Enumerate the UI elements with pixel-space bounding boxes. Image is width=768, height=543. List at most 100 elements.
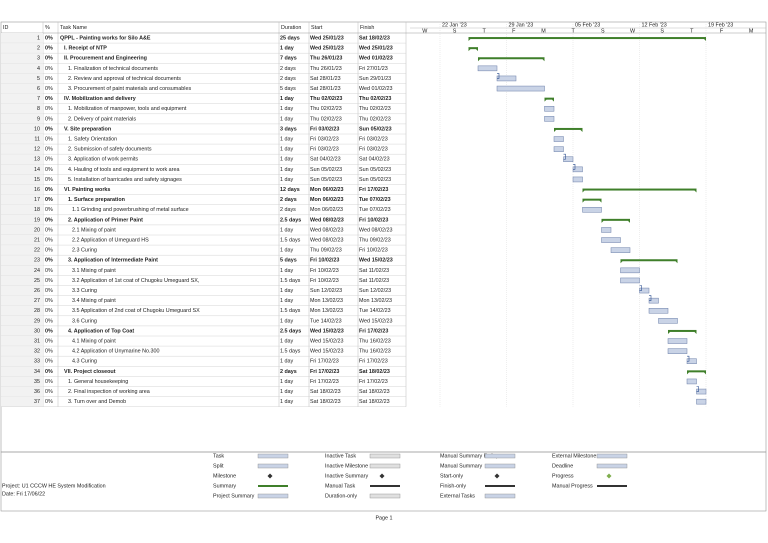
column-header: Task Name [60,25,87,31]
week-label: 19 Feb '23 [708,22,733,28]
task-bar [601,227,612,233]
task-finish: Sat 18/02/23 [359,35,390,41]
task-bar [553,136,564,142]
task-name: 1. Safety Orientation [68,136,117,142]
dependency-link [687,355,690,362]
task-id: 32 [34,349,40,355]
day-label: F [720,28,724,34]
task-start: Wed 25/01/23 [310,35,344,41]
project-name: Project: U1 CCCW HE System Modification [2,483,106,489]
task-name: II. Procurement and Engineering [64,56,147,62]
id-cell [1,103,43,114]
id-cell [1,295,43,306]
task-start: Wed 15/02/23 [310,328,344,334]
summary-cap [468,47,478,52]
task-start: Fri 10/02/23 [310,268,339,274]
task-percent: 0% [45,177,53,183]
task-percent: 0% [45,157,53,163]
task-finish: Fri 03/02/23 [359,136,388,142]
legend-symbol [257,463,289,469]
day-label: M [541,28,546,34]
project-date: Date: Fri 17/06/22 [2,491,45,497]
task-finish: Fri 17/02/23 [359,359,388,365]
task-duration: 5 days [280,86,296,92]
dependency-link [563,153,566,160]
id-cell [1,113,43,124]
id-cell [1,245,43,256]
task-start: Fri 17/02/23 [310,369,339,375]
task-bar [667,338,688,344]
column-header: % [45,25,50,31]
task-id: 34 [34,369,40,375]
task-finish: Fri 10/02/23 [359,248,388,254]
task-duration: 2.5 days [280,328,301,334]
legend-symbol [484,453,516,459]
task-duration: 1 day [280,157,293,163]
task-finish: Tue 07/02/23 [359,207,391,213]
task-id: 4 [37,66,40,72]
task-name: 2. Final inspection of working area [68,389,150,395]
task-finish: Sun 05/02/23 [359,167,391,173]
legend-symbol [597,485,627,487]
task-finish: Fri 17/02/23 [359,379,388,385]
task-percent: 0% [45,217,53,223]
task-name: 4.3 Curing [72,359,97,365]
legend-symbol [606,473,612,479]
id-cell [1,366,43,377]
column-header: Duration [281,25,301,31]
task-name: VI. Painting works [64,187,110,193]
task-name: 2.2 Application of Umeguard HS [72,237,149,243]
task-bar [658,318,678,324]
task-finish: Wed 08/02/23 [359,227,392,233]
task-duration: 3 days [280,126,297,132]
task-id: 18 [34,207,40,213]
task-duration: 1 day [280,338,293,344]
task-start: Thu 02/02/23 [310,116,342,122]
task-id: 35 [34,379,40,385]
page-number: Page 1 [375,515,392,521]
summary-bar [554,127,583,130]
task-duration: 1.5 days [280,349,301,355]
legend-symbol [484,463,516,469]
task-start: Wed 08/02/23 [310,217,344,223]
task-start: Sat 28/01/23 [310,76,341,82]
task-percent: 0% [45,268,53,274]
task-duration: 1 day [280,379,293,385]
task-name: 4. Hauling of tools and equipment to wor… [68,167,179,173]
task-percent: 0% [45,399,53,405]
task-duration: 1 day [280,359,293,365]
task-percent: 0% [45,106,53,112]
column-header: ID [3,25,8,31]
task-start: Sat 04/02/23 [310,157,341,163]
task-finish: Sun 12/02/23 [359,288,391,294]
task-percent: 0% [45,116,53,122]
task-percent: 0% [45,86,53,92]
task-duration: 1 day [280,298,293,304]
task-id: 25 [34,278,40,284]
task-name: 4.1 Mixing of paint [72,338,116,344]
task-id: 24 [34,268,40,274]
id-cell [1,235,43,246]
task-percent: 0% [45,136,53,142]
task-id: 20 [34,227,40,233]
task-start: Sun 12/02/23 [310,288,342,294]
task-start: Sun 05/02/23 [310,177,342,183]
id-cell [1,184,43,195]
legend-label: Progress [552,473,574,479]
summary-cap [544,97,554,102]
task-name: 1. Mobilization of manpower, tools and e… [68,106,187,112]
task-start: Fri 03/02/23 [310,126,339,132]
task-start: Thu 02/02/23 [310,106,342,112]
task-start: Sun 05/02/23 [310,167,342,173]
task-duration: 1 day [280,116,293,122]
summary-bar [468,47,478,50]
legend-label: Task [213,453,224,459]
task-duration: 1 day [280,389,293,395]
task-duration: 1 day [280,147,293,153]
task-duration: 1.5 days [280,308,301,314]
task-id: 26 [34,288,40,294]
task-finish: Sat 11/02/23 [359,278,389,284]
task-start: Thu 26/01/23 [310,66,342,72]
task-start: Fri 10/02/23 [310,278,339,284]
task-finish: Sat 18/02/23 [359,369,390,375]
